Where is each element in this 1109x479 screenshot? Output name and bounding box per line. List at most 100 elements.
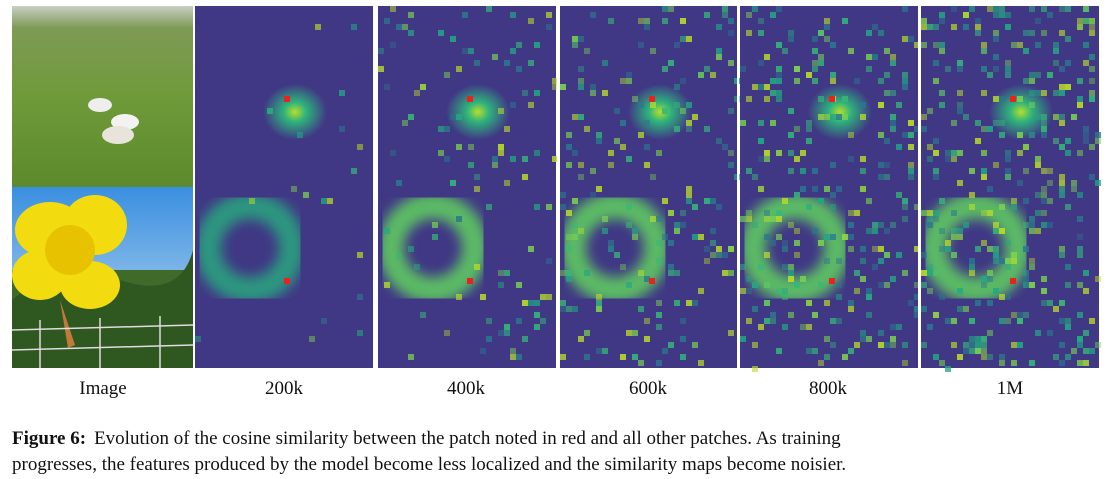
noise-pixel [957,234,963,240]
noise-pixel [824,300,830,306]
noise-pixel [842,114,848,120]
noise-pixel [788,222,794,228]
noise-pixel [746,210,752,216]
noise-pixel [608,18,614,24]
noise-pixel [776,96,782,102]
noise-pixel [872,54,878,60]
noise-pixel [540,318,546,324]
noise-pixel [939,198,945,204]
noise-pixel [921,18,927,24]
noise-pixel [758,264,764,270]
noise-pixel [746,288,752,294]
noise-pixel [1077,78,1083,84]
noise-pixel [848,156,854,162]
noise-pixel [474,186,480,192]
noise-pixel [408,246,414,252]
noise-pixel [468,48,474,54]
noise-pixel [860,114,866,120]
noise-pixel [1005,174,1011,180]
similarity-map [737,6,920,372]
noise-pixel [1047,222,1053,228]
noise-pixel [378,48,384,54]
noise-pixel [728,108,734,114]
noise-pixel [896,252,902,258]
noise-pixel [1059,120,1065,126]
noise-pixel [1041,6,1047,12]
noise-pixel [1041,126,1047,132]
noise-pixel [668,6,674,12]
noise-pixel [824,258,830,264]
noise-pixel [1005,24,1011,30]
noise-pixel [1077,246,1083,252]
noise-pixel [546,204,552,210]
noise-pixel [902,78,908,84]
noise-pixel [444,72,450,78]
noise-pixel [987,270,993,276]
noise-pixel [945,318,951,324]
noise-pixel [498,108,504,114]
noise-pixel [758,138,764,144]
noise-pixel [1089,18,1095,24]
noise-pixel [728,162,734,168]
noise-pixel [584,330,590,336]
noise-pixel [782,198,788,204]
noise-pixel [626,330,632,336]
noise-pixel [999,6,1005,12]
noise-pixel [1011,258,1017,264]
noise-pixel [1077,24,1083,30]
noise-pixel [1035,18,1041,24]
noise-pixel [776,234,782,240]
noise-pixel [1029,78,1035,84]
noise-pixel [1011,252,1017,258]
noise-pixel [830,114,836,120]
noise-pixel [1059,186,1065,192]
noise-pixel [908,120,914,126]
noise-pixel [914,126,920,132]
noise-pixel [578,174,584,180]
noise-pixel [890,276,896,282]
noise-pixel [981,48,987,54]
noise-pixel [710,228,716,234]
noise-pixel [1077,150,1083,156]
noise-pixel [957,90,963,96]
noise-pixel [1077,216,1083,222]
noise-pixel [614,138,620,144]
noise-pixel [560,306,566,312]
noise-pixel [908,174,914,180]
noise-pixel [933,312,939,318]
noise-pixel [444,156,450,162]
noise-pixel [608,240,614,246]
bottom-ring [195,193,305,303]
noise-pixel [794,156,800,162]
noise-pixel [626,204,632,210]
noise-pixel [752,6,758,12]
noise-pixel [474,264,480,270]
noise-pixel [890,336,896,342]
map-tint [378,6,556,368]
noise-pixel [770,318,776,324]
noise-pixel [408,12,414,18]
noise-pixel [1029,6,1035,12]
noise-pixel [746,276,752,282]
noise-pixel [1047,72,1053,78]
noise-pixel [546,12,552,18]
noise-pixel [534,204,540,210]
noise-pixel [1023,48,1029,54]
noise-pixel [486,336,492,342]
noise-pixel [1023,222,1029,228]
noise-pixel [746,12,752,18]
noise-pixel [860,246,866,252]
noise-pixel [578,114,584,120]
noise-pixel [626,78,632,84]
noise-pixel [933,216,939,222]
noise-pixel [357,330,363,336]
noise-pixel [1029,228,1035,234]
noise-pixel [878,78,884,84]
noise-pixel [933,138,939,144]
noise-pixel [878,30,884,36]
noise-pixel [866,228,872,234]
noise-pixel [770,12,776,18]
noise-pixel [644,162,650,168]
noise-pixel [836,186,842,192]
noise-pixel [993,288,999,294]
